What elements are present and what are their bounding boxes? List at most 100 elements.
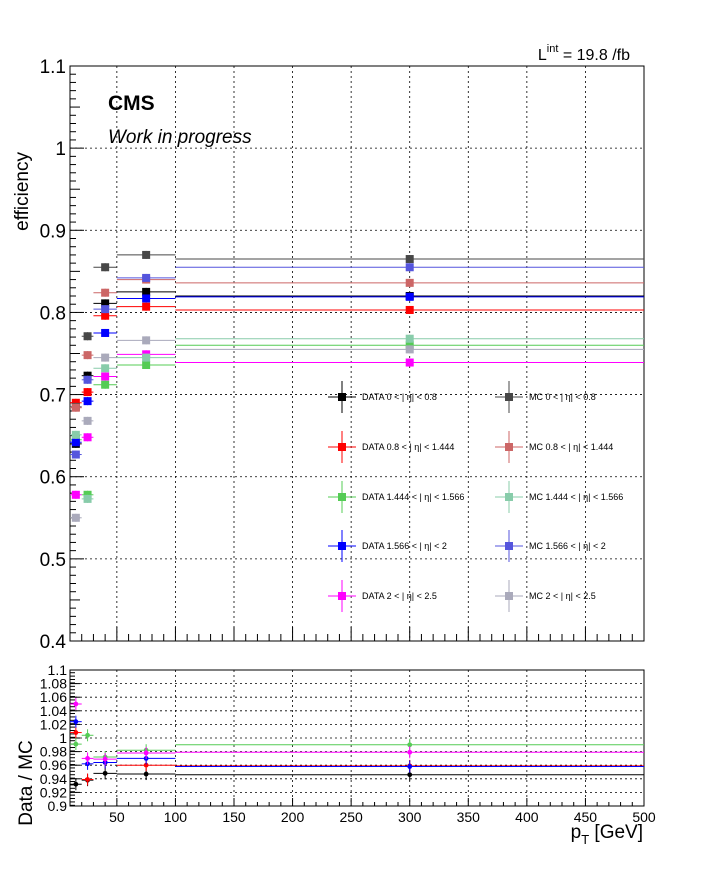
efficiency-data-point [142, 336, 151, 345]
efficiency-data-point [83, 416, 92, 425]
ratio-axis-title: Data / MC [16, 740, 37, 826]
x-tick-label: 150 [222, 809, 246, 825]
efficiency-data-point [405, 278, 414, 287]
legend-label: DATA 1.566 < | η| < 2 [362, 541, 447, 551]
efficiency-data-point [71, 450, 80, 459]
efficiency-data-point [71, 398, 80, 407]
efficiency-data-point [101, 372, 110, 381]
efficiency-data-point [142, 294, 151, 303]
ratio-y-tick-label: 1.1 [48, 662, 68, 678]
ratio-y-tick-label: 0.92 [40, 784, 67, 800]
efficiency-y-tick-label: 0.5 [40, 550, 66, 571]
legend-label: DATA 0.8 < | η| < 1.444 [362, 442, 454, 452]
efficiency-data-point [83, 494, 92, 503]
legend-marker [505, 592, 513, 600]
efficiency-data-point [405, 292, 414, 301]
ratio-data-point [85, 777, 90, 782]
efficiency-data-point [405, 345, 414, 354]
efficiency-data-marks [70, 250, 644, 522]
legend-entry: MC 1.566 < | η| < 2 [495, 530, 606, 562]
ratio-data-point [143, 762, 149, 768]
pt-axis-title: pT [GeV] [571, 822, 643, 847]
ratio-y-tick-label: 0.9 [48, 798, 68, 814]
efficiency-series [70, 287, 644, 448]
legend-entry: MC 1.444 < | η| < 1.566 [495, 481, 623, 513]
ratio-y-tick-label: 0.98 [40, 744, 67, 760]
efficiency-series [70, 334, 644, 503]
legend-entry: DATA 0 < | η| < 0.8 [328, 381, 437, 413]
ratio-series [70, 767, 644, 791]
efficiency-series [70, 292, 644, 447]
ratio-data-point [73, 719, 79, 725]
efficiency-y-tick-label: 0.9 [40, 221, 66, 242]
efficiency-data-point [83, 388, 92, 397]
ratio-axis-ticks: 50 100 150 200 250 300 350 400 450 500 0.90.920.94… [40, 662, 656, 825]
efficiency-y-tick-label: 0.8 [40, 303, 66, 324]
efficiency-data-point [71, 513, 80, 522]
efficiency-plot-frame [69, 65, 645, 642]
ratio-series [70, 698, 644, 766]
legend-label: MC 0.8 < | η| < 1.444 [529, 442, 613, 452]
efficiency-data-point [83, 375, 92, 384]
ratio-data-point [73, 781, 79, 787]
legend-entry: DATA 1.566 < | η| < 2 [328, 530, 447, 562]
ratio-y-tick-label: 0.96 [40, 757, 67, 773]
efficiency-data-point [83, 490, 92, 499]
efficiency-data-point [83, 332, 92, 341]
ratio-data-point [85, 732, 90, 738]
efficiency-data-point [142, 302, 151, 311]
ratio-data-point [143, 771, 149, 777]
ratio-data-point [407, 749, 413, 755]
x-tick-label: 500 [632, 809, 656, 825]
ratio-grid [70, 670, 644, 806]
ratio-data-point [73, 741, 79, 747]
efficiency-data-point [83, 433, 92, 442]
ratio-data-marks [70, 698, 644, 791]
legend-marker [505, 493, 513, 501]
efficiency-data-point [101, 288, 110, 297]
ratio-data-point [102, 770, 108, 776]
ratio-y-tick-label: 1.06 [40, 689, 67, 705]
legend-entry: DATA 1.444 < | η| < 1.566 [328, 481, 464, 513]
efficiency-data-point [405, 263, 414, 272]
ratio-data-point [85, 756, 90, 761]
efficiency-data-point [142, 287, 151, 296]
cms-label: CMS [108, 92, 155, 115]
efficiency-data-point [101, 311, 110, 320]
efficiency-series [70, 263, 644, 459]
x-tick-label: 400 [515, 809, 539, 825]
legend-label: MC 1.444 < | η| < 1.566 [529, 492, 623, 502]
legend-marker [338, 493, 346, 501]
efficiency-data-point [405, 255, 414, 264]
ratio-data-point [407, 764, 413, 769]
legend-label: DATA 1.444 < | η| < 1.566 [362, 492, 464, 502]
efficiency-grid [70, 66, 644, 641]
ratio-series [70, 726, 644, 786]
legend-label: MC 0 < | η| < 0.8 [529, 392, 596, 402]
efficiency-data-point [101, 364, 110, 373]
efficiency-data-point [101, 305, 110, 314]
efficiency-data-point [83, 371, 92, 380]
legend-label: MC 1.566 < | η| < 2 [529, 541, 606, 551]
efficiency-axis-ticks: 0.4 0.5 0.6 0.7 0.8 0.9 1 1.1 [40, 57, 645, 653]
legend-entry: DATA 2 < | η| < 2.5 [328, 580, 437, 612]
efficiency-data-point [405, 358, 414, 367]
efficiency-data-point [142, 361, 151, 369]
legend-label: DATA 0 < | η| < 0.8 [362, 392, 437, 402]
efficiency-data-point [101, 299, 110, 308]
efficiency-data-point [101, 328, 110, 337]
ratio-y-tick-label: 1.02 [40, 716, 67, 732]
efficiency-data-point [71, 403, 80, 412]
legend-label: DATA 2 < | η| < 2.5 [362, 591, 437, 601]
efficiency-data-point [101, 353, 110, 362]
efficiency-y-tick-label: 1 [55, 139, 66, 160]
efficiency-data-point [405, 334, 414, 343]
efficiency-data-point [142, 250, 151, 259]
efficiency-series [70, 336, 644, 522]
legend-marker [338, 542, 346, 550]
efficiency-data-point [142, 273, 151, 282]
legend-entry: MC 2 < | η| < 2.5 [495, 580, 596, 612]
x-tick-label: 350 [457, 809, 481, 825]
x-tick-label: 250 [339, 809, 363, 825]
